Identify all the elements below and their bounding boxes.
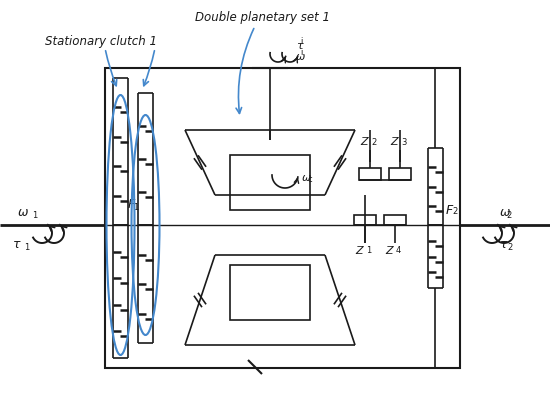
Text: τ: τ [500,239,508,251]
Text: 2: 2 [506,211,512,219]
Text: 2: 2 [507,243,512,251]
Bar [230,155,310,210]
Text: Z: Z [390,137,398,147]
Text: τ: τ [296,41,303,51]
Text: 1: 1 [366,246,371,255]
Text: c: c [307,176,312,184]
Text: ω: ω [500,207,510,219]
Text: 4: 4 [396,246,402,255]
Bar [105,68,460,368]
Text: Stationary clutch 1: Stationary clutch 1 [45,36,157,49]
Bar [389,168,411,180]
Text: τ: τ [13,239,20,251]
Text: ω: ω [302,173,311,183]
Text: Z: Z [355,246,363,256]
Text: i: i [300,37,302,46]
Bar [354,215,376,225]
Text: F: F [446,203,453,217]
Text: Double planetary set 1: Double planetary set 1 [195,12,330,24]
Text: ω: ω [18,207,28,219]
Bar [359,168,381,180]
Text: 1: 1 [24,243,29,251]
Text: Z: Z [360,137,368,147]
Text: F: F [128,198,135,211]
Text: 3: 3 [401,138,406,147]
Text: ω: ω [296,52,305,62]
Text: i: i [300,48,302,57]
Text: Z: Z [386,246,393,256]
Text: 1: 1 [133,203,138,211]
Text: 1: 1 [32,211,37,219]
Bar [230,265,310,320]
Bar [384,215,406,225]
Text: 2: 2 [371,138,376,147]
Text: 2: 2 [452,207,457,217]
